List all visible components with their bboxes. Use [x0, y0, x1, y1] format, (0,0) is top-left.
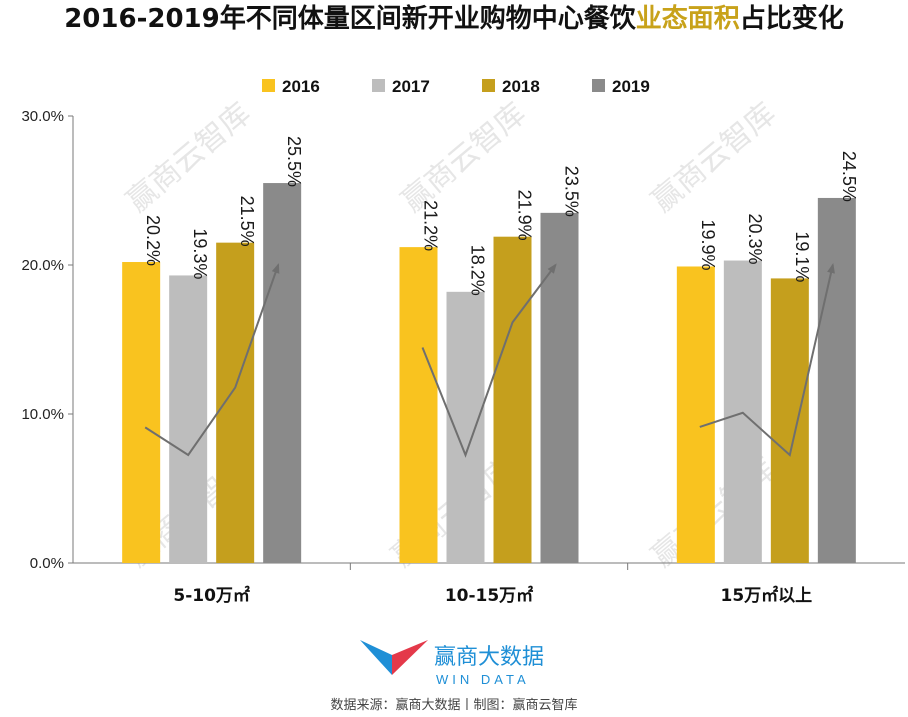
y-tick-label-2: 20.0% — [21, 257, 64, 274]
value-label-2019-2: 24.5% — [839, 151, 859, 202]
bar-2018-1 — [493, 236, 532, 563]
bar-2019-1 — [540, 212, 579, 563]
y-tick-label-3: 30.0% — [21, 108, 64, 125]
value-label-2018-2: 19.1% — [792, 231, 812, 282]
bar-2016-0 — [122, 262, 161, 563]
category-label-1: 10-15万㎡ — [445, 585, 533, 606]
value-label-2019-0: 25.5% — [284, 136, 304, 187]
category-label-2: 15万㎡以上 — [720, 585, 812, 606]
bar-2018-0 — [216, 242, 255, 563]
bar-2016-1 — [399, 247, 438, 563]
bar-2016-2 — [676, 266, 715, 563]
title-suffix: 占比变化 — [739, 4, 844, 34]
bar-2017-0 — [169, 275, 208, 563]
title-highlight: 业态面积 — [635, 4, 740, 34]
legend-label-2017: 2017 — [392, 77, 430, 96]
watermark-2: 赢商云智库 — [645, 96, 782, 219]
watermark-1: 赢商云智库 — [395, 96, 532, 219]
title-main: 2016-2019年不同体量区间新开业购物中心餐饮 — [64, 4, 636, 34]
value-label-2016-0: 20.2% — [143, 215, 163, 266]
value-label-2017-0: 19.3% — [190, 228, 210, 279]
trend-arrow-2 — [699, 263, 835, 457]
legend-label-2018: 2018 — [502, 77, 540, 96]
value-label-2016-1: 21.2% — [421, 200, 441, 251]
logo-sub: WIN DATA — [436, 672, 530, 687]
bar-2018-2 — [770, 278, 809, 563]
y-tick-label-0: 0.0% — [30, 555, 64, 572]
legend-swatch-2016 — [262, 79, 275, 92]
legend-label-2019: 2019 — [612, 77, 650, 96]
logo-mark-red — [392, 640, 428, 675]
value-label-2018-1: 21.9% — [515, 190, 535, 241]
chart-title: 2016-2019年不同体量区间新开业购物中心餐饮业态面积占比变化 — [0, 0, 908, 38]
category-label-0: 5-10万㎡ — [173, 585, 250, 606]
legend-label-2016: 2016 — [282, 77, 320, 96]
value-label-2017-1: 18.2% — [468, 245, 488, 296]
bar-2019-0 — [263, 183, 302, 564]
bar-2019-2 — [817, 197, 856, 563]
legend-swatch-2018 — [482, 79, 495, 92]
value-label-2018-0: 21.5% — [237, 196, 257, 247]
trend-arrow-1 — [421, 263, 557, 458]
value-label-2017-2: 20.3% — [745, 213, 765, 264]
logo-name: 赢商大数据 — [434, 645, 544, 670]
trend-arrow-0 — [144, 263, 280, 457]
legend-swatch-2019 — [592, 79, 605, 92]
watermark-0: 赢商云智库 — [120, 96, 257, 219]
y-tick-label-1: 10.0% — [21, 406, 64, 423]
value-label-2016-2: 19.9% — [698, 219, 718, 270]
value-label-2019-1: 23.5% — [562, 166, 582, 217]
bar-2017-1 — [446, 291, 485, 563]
logo-mark-blue — [360, 640, 392, 675]
legend-swatch-2017 — [372, 79, 385, 92]
source-note: 数据来源：赢商大数据丨制图：赢商云智库 — [330, 698, 578, 713]
